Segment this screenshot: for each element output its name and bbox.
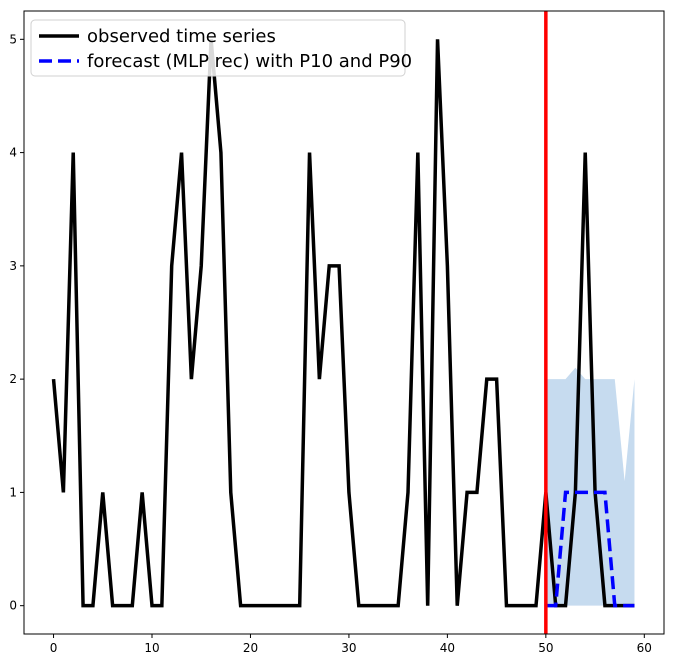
forecast-series-line xyxy=(545,490,635,608)
x-tick-label: 40 xyxy=(440,641,455,655)
legend-label: observed time series xyxy=(87,26,276,47)
forecast-p10-p90-band xyxy=(545,367,635,606)
y-tick-label: 1 xyxy=(9,485,17,499)
x-tick-label: 30 xyxy=(341,641,356,655)
x-tick-label: 60 xyxy=(637,641,652,655)
observed-series-line xyxy=(51,39,635,608)
y-tick-label: 4 xyxy=(9,146,17,160)
y-tick-label: 2 xyxy=(9,372,17,386)
x-tick-label: 0 xyxy=(50,641,58,655)
legend: observed time series forecast (MLP rec) w… xyxy=(30,19,412,77)
forecast-band-layer xyxy=(545,367,635,606)
x-tick-label: 10 xyxy=(144,641,159,655)
axes-layer: 0 10 20 30 40 50 60 0 1 2 3 4 5 xyxy=(9,10,665,655)
y-tick-label: 5 xyxy=(9,32,17,46)
legend-label: forecast (MLP rec) with P10 and P90 xyxy=(87,51,412,72)
x-tick-label: 50 xyxy=(538,641,553,655)
y-tick-label: 3 xyxy=(9,259,17,273)
legend-box xyxy=(30,19,406,77)
x-tick-label: 20 xyxy=(243,641,258,655)
plot-frame xyxy=(23,10,665,635)
y-tick-label: 0 xyxy=(9,599,17,613)
series-layer xyxy=(51,39,635,608)
